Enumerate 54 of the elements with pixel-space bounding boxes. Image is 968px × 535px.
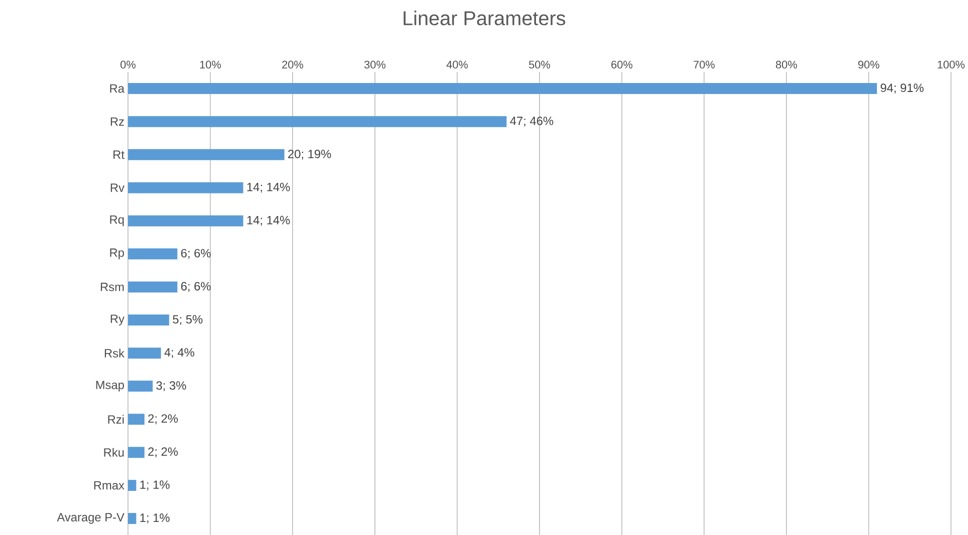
y-tick-label: Ra [110, 84, 124, 93]
x-tick-label: 60% [611, 60, 632, 68]
y-tick-label: Rq [110, 215, 124, 226]
x-tick-label: 40% [446, 60, 468, 68]
data-label: 20; 19% [288, 150, 331, 160]
y-tick-label: Rv [110, 184, 124, 192]
data-label: 5; 5% [172, 315, 202, 325]
data-label: 4; 4% [164, 348, 194, 358]
y-tick-label: Rz [110, 118, 124, 126]
bar [128, 182, 244, 194]
bar [128, 380, 153, 392]
data-label: 6; 6% [181, 282, 211, 292]
data-label: 14; 14% [247, 182, 290, 193]
x-tick-label: 80% [776, 60, 797, 68]
x-tick-label: 100% [938, 60, 965, 68]
x-tick-label: 30% [364, 60, 386, 68]
x-tick-label: 0% [120, 60, 136, 68]
y-tick-label: Avarage P-V [56, 513, 124, 524]
x-tick-label: 90% [858, 60, 880, 68]
y-tick-label: Rzi [108, 414, 124, 424]
data-label: 6; 6% [181, 248, 211, 259]
y-tick-label: Ry [110, 314, 124, 326]
bar [128, 446, 144, 458]
bar [128, 414, 144, 425]
chart-title: Linear Parameters [404, 10, 566, 26]
bar [128, 480, 136, 491]
data-label: 1; 1% [140, 480, 170, 490]
y-tick-label: Msap [96, 380, 124, 392]
y-tick-label: Rt [114, 150, 124, 159]
bar [128, 116, 507, 128]
bar [128, 215, 244, 226]
bar [128, 512, 136, 524]
bar [128, 248, 178, 260]
x-tick-label: 50% [528, 60, 550, 68]
x-tick-label: 10% [200, 60, 221, 68]
data-label: 2; 2% [148, 447, 178, 458]
bar [128, 281, 178, 292]
bar [128, 314, 170, 326]
data-label: 47; 46% [510, 116, 554, 127]
y-tick-label: Rsm [100, 282, 124, 292]
data-label: 3; 3% [156, 381, 186, 392]
y-tick-label: Rp [110, 248, 124, 260]
data-label: 1; 1% [140, 514, 170, 524]
bar [128, 83, 877, 94]
y-tick-label: Rsk [104, 348, 124, 358]
x-tick-label: 20% [282, 60, 304, 68]
y-tick-label: Rmax [94, 481, 124, 490]
bar [128, 149, 284, 160]
x-tick-label: 70% [694, 60, 715, 68]
bar [128, 348, 161, 359]
data-label: 14; 14% [247, 216, 290, 226]
data-label: 94; 91% [880, 84, 924, 94]
data-label: 2; 2% [148, 414, 178, 424]
y-tick-label: Rku [104, 448, 124, 457]
